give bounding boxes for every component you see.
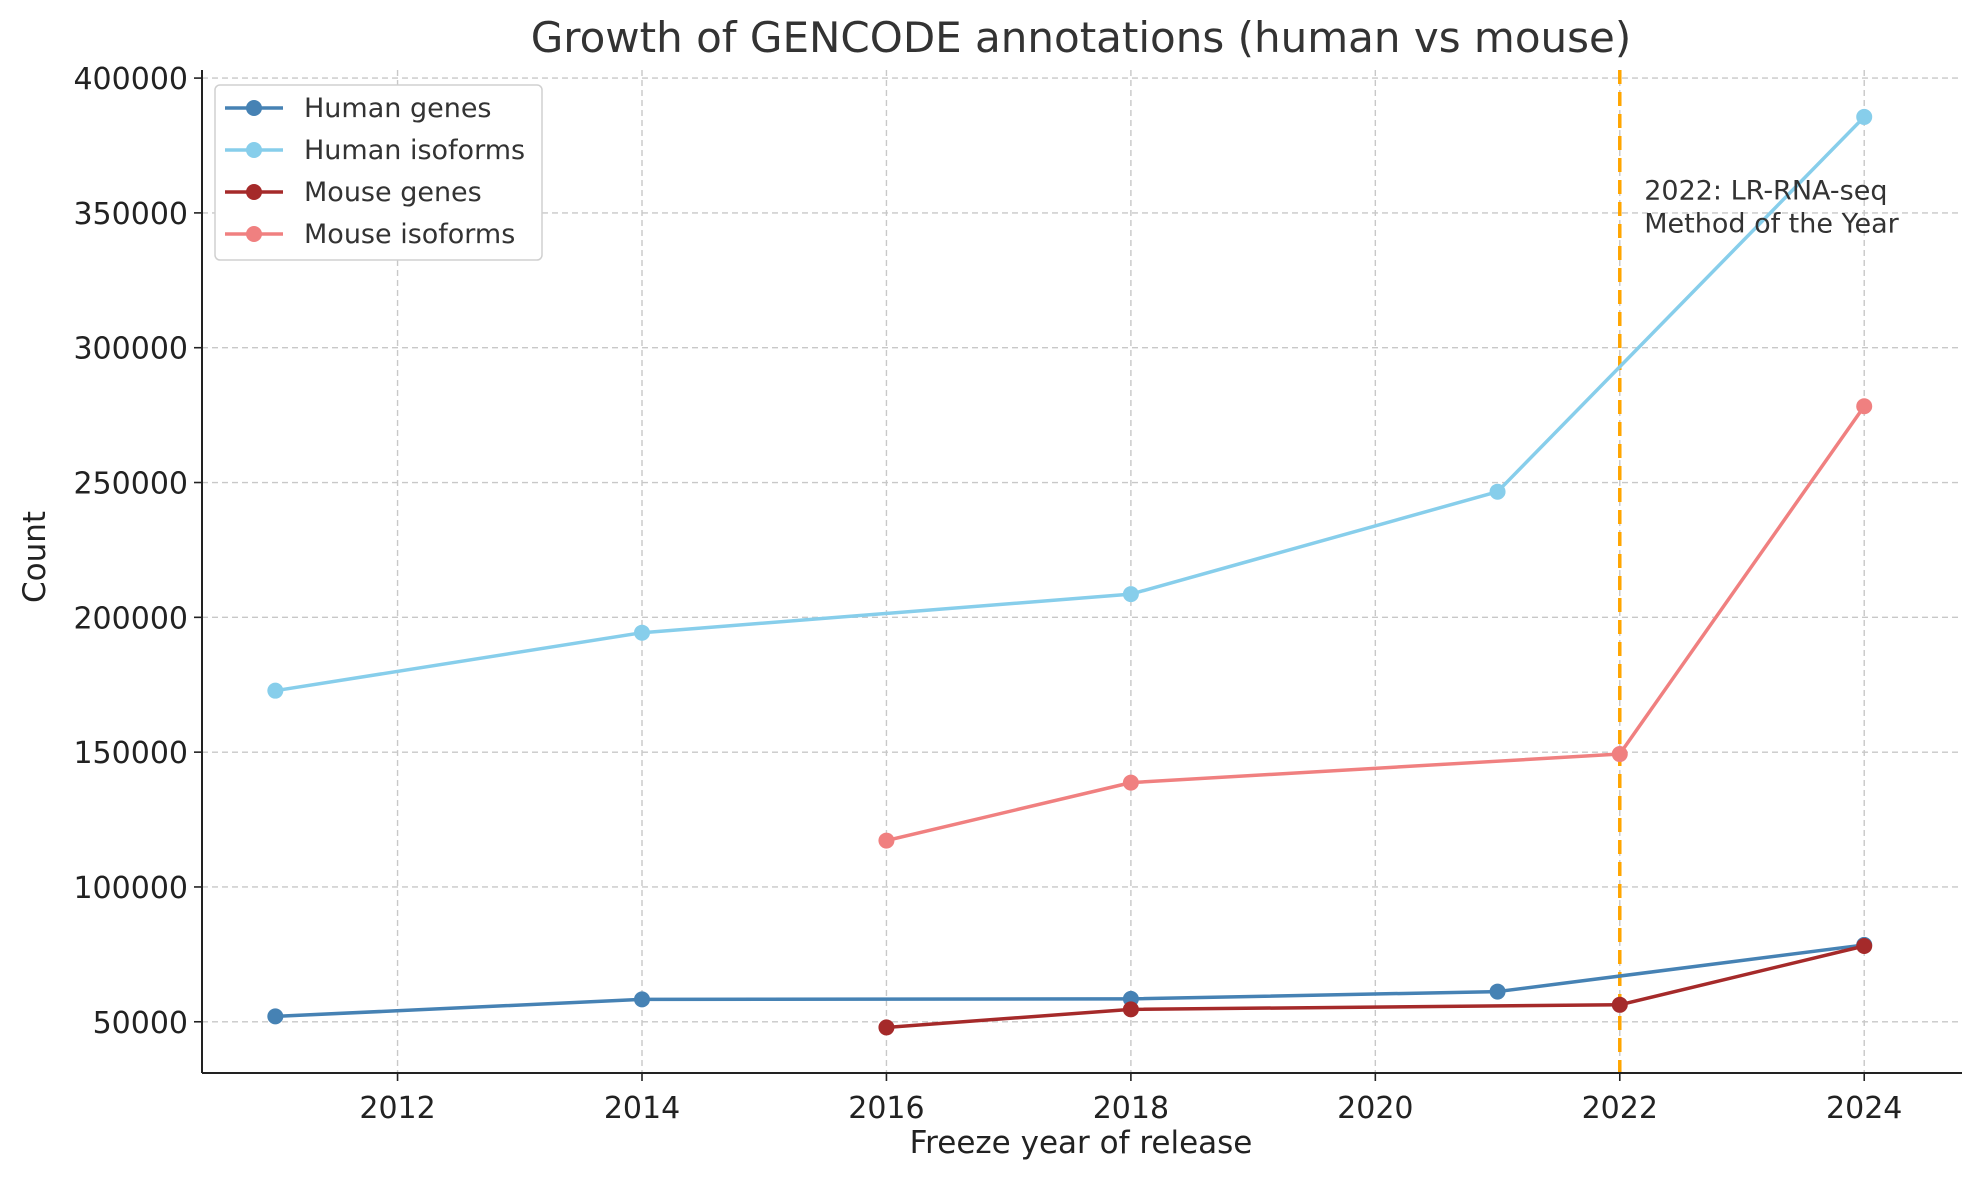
x-tick-label: 2024 xyxy=(1826,1091,1902,1126)
legend-box xyxy=(214,84,543,261)
x-axis-ticks: 2012 2014 2016 2018 2020 2022 2024 xyxy=(359,1073,1902,1126)
data-point xyxy=(878,1019,895,1036)
legend-label: Mouse genes xyxy=(304,177,482,208)
x-tick-label: 2012 xyxy=(359,1091,435,1126)
x-tick-label: 2018 xyxy=(1093,1091,1169,1126)
y-tick-label: 250000 xyxy=(73,467,188,502)
data-point xyxy=(1489,983,1506,1000)
y-tick-label: 50000 xyxy=(93,1006,188,1041)
series-line xyxy=(886,944,1865,1030)
data-point xyxy=(1856,398,1873,415)
series-line xyxy=(886,405,1866,843)
x-tick-label: 2014 xyxy=(604,1091,680,1126)
y-tick-label: 350000 xyxy=(73,197,188,232)
legend-label: Human genes xyxy=(304,93,492,124)
legend-marker xyxy=(246,226,262,242)
y-tick-label: 300000 xyxy=(73,332,188,367)
legend-marker xyxy=(246,184,262,200)
y-tick-label: 150000 xyxy=(73,736,188,771)
annotation-line: Method of the Year xyxy=(1644,208,1899,239)
data-point xyxy=(1611,746,1628,763)
data-point xyxy=(1856,938,1873,955)
x-tick-label: 2022 xyxy=(1582,1091,1658,1126)
data-point xyxy=(634,624,650,641)
data-point xyxy=(1122,774,1139,791)
y-axis-label: Count xyxy=(17,511,53,603)
data-point xyxy=(1489,483,1506,500)
data-point xyxy=(1122,1001,1139,1018)
legend-label: Mouse isoforms xyxy=(304,219,515,250)
y-tick-label: 100000 xyxy=(73,871,188,906)
legend-marker xyxy=(246,100,262,116)
x-axis-label: Freeze year of release xyxy=(910,1125,1253,1161)
data-point xyxy=(1611,996,1628,1013)
plot-area xyxy=(201,70,1962,1074)
data-point xyxy=(267,1008,284,1025)
annotation-line: 2022: LR-RNA-seq xyxy=(1644,175,1887,206)
data-point xyxy=(1122,586,1139,603)
chart-title: Growth of GENCODE annotations (human vs … xyxy=(531,13,1632,62)
y-tick-label: 200000 xyxy=(73,601,188,636)
legend-label: Human isoforms xyxy=(304,135,525,166)
legend-marker xyxy=(246,142,262,158)
x-tick-label: 2016 xyxy=(848,1091,924,1126)
x-tick-label: 2020 xyxy=(1337,1091,1413,1126)
data-point xyxy=(878,832,895,849)
legend: Human genes Human isoforms Mouse genes Mous… xyxy=(214,84,543,261)
data-point xyxy=(267,682,284,699)
y-tick-label: 400000 xyxy=(73,62,188,97)
data-point xyxy=(1856,108,1873,125)
series-layer xyxy=(267,108,1873,1036)
y-axis-ticks: 50000 100000 150000 200000 250000 300000 35000… xyxy=(73,62,202,1041)
axes-layer xyxy=(201,70,1962,1074)
data-point xyxy=(634,991,650,1008)
